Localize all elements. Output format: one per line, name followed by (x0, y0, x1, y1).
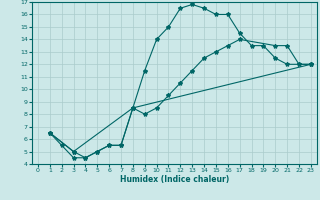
X-axis label: Humidex (Indice chaleur): Humidex (Indice chaleur) (120, 175, 229, 184)
